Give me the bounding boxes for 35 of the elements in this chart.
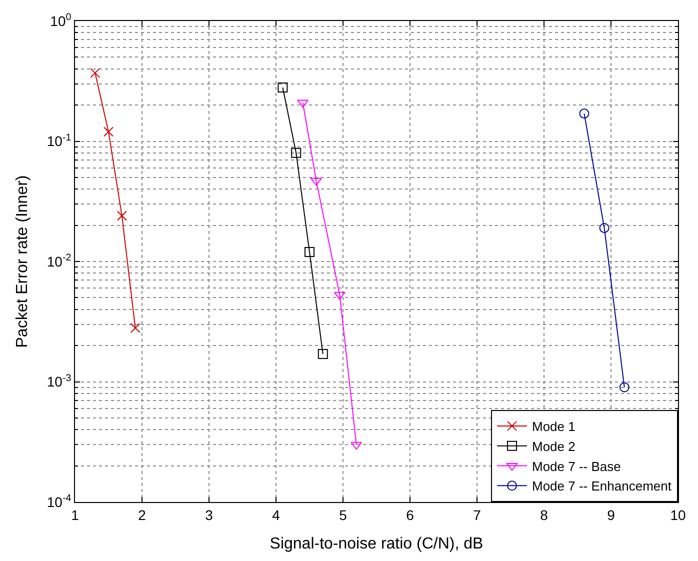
y-tick-label: 10$^{-4}$	[46, 493, 72, 510]
legend-label: Mode 1	[532, 419, 576, 434]
point	[116, 210, 127, 221]
point	[599, 222, 610, 233]
point	[304, 246, 314, 257]
x-tick-label: 4	[272, 506, 280, 523]
y-tick-label: 10$^{-1}$	[46, 132, 72, 150]
x-tick-label: 7	[473, 506, 482, 523]
legend-label: Mode 7 -- Enhancement	[532, 478, 672, 494]
point	[350, 442, 362, 450]
x-tick-label: 5	[339, 506, 348, 523]
point	[579, 108, 590, 119]
point	[90, 68, 100, 78]
legend-label: Mode 7 -- Base	[532, 458, 621, 474]
point	[104, 126, 114, 137]
point	[310, 178, 322, 186]
legend-label: Mode 2	[532, 438, 576, 454]
y-tick-label: 10$^{-3}$	[46, 372, 72, 390]
x-tick-label: 9	[607, 506, 616, 523]
x-axis-title: Signal-to-noise ratio (C/N), dB	[270, 536, 484, 552]
x-tick-label: 8	[540, 506, 548, 523]
point	[278, 82, 288, 92]
y-axis-title: Packet Error rate (Inner)	[14, 175, 31, 348]
x-tick-label: 1	[71, 506, 80, 523]
x-tick-label: 2	[138, 506, 146, 523]
x-tick-label: 6	[406, 506, 414, 523]
point	[334, 292, 346, 300]
x-tick-label: 10	[670, 506, 686, 523]
y-tick-label: 10$^{-2}$	[46, 252, 72, 270]
point	[318, 349, 328, 360]
y-tick-label: 10$^{0}$	[50, 12, 72, 29]
point	[291, 148, 302, 158]
point	[619, 382, 630, 392]
x-tick-label: 3	[205, 506, 214, 523]
point	[130, 322, 140, 333]
